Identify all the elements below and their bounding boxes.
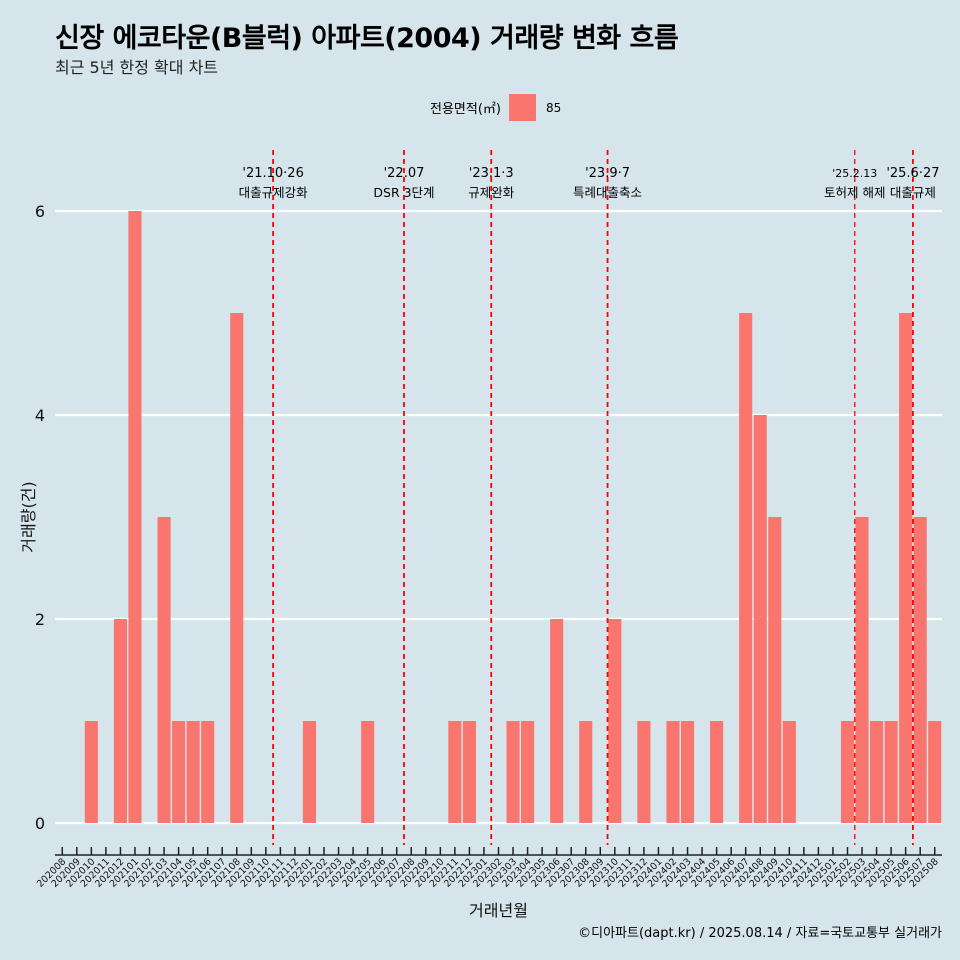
event-date-label: '23.1·3 bbox=[469, 166, 514, 181]
y-tick-label: 4 bbox=[35, 406, 45, 425]
event-name-label: 대출규제강화 bbox=[239, 185, 309, 200]
bar bbox=[739, 313, 753, 823]
source-caption: ©디아파트(dapt.kr) / 2025.08.14 / 자료=국토교통부 실… bbox=[578, 926, 942, 941]
bar bbox=[128, 211, 142, 823]
event-date-label: '22.07 bbox=[384, 166, 425, 181]
bar bbox=[172, 721, 186, 823]
chart-title: 신장 에코타운(B블럭) 아파트(2004) 거래량 변화 흐름 bbox=[55, 23, 679, 54]
legend-label: 85 bbox=[545, 100, 562, 115]
bar bbox=[753, 415, 767, 823]
bar bbox=[579, 721, 593, 823]
bar bbox=[666, 721, 680, 823]
event-name-label: DSR 3단계 bbox=[373, 185, 434, 200]
chart-subtitle: 최근 5년 한정 확대 차트 bbox=[55, 58, 219, 77]
event-name-label: 대출규제 bbox=[890, 185, 936, 200]
y-tick-label: 6 bbox=[35, 202, 45, 221]
bar bbox=[506, 721, 520, 823]
bar bbox=[710, 721, 724, 823]
event-name-label: 특례대출축소 bbox=[573, 185, 642, 200]
bar bbox=[84, 721, 98, 823]
event-date-label: '25.2.13 bbox=[832, 167, 877, 180]
bar bbox=[899, 313, 913, 823]
bar bbox=[113, 619, 127, 823]
bar bbox=[201, 721, 215, 823]
bar bbox=[928, 721, 942, 823]
bar bbox=[302, 721, 317, 823]
bar bbox=[680, 721, 695, 823]
event-date-label: '25.6·27 bbox=[886, 166, 939, 181]
bar bbox=[521, 721, 535, 823]
event-name-label: 규제완화 bbox=[468, 185, 515, 200]
bar bbox=[840, 721, 855, 823]
bar bbox=[361, 721, 375, 823]
bar bbox=[870, 721, 884, 823]
legend-title: 전용면적(㎡) bbox=[430, 102, 501, 117]
x-axis-title: 거래년월 bbox=[469, 901, 528, 920]
bar bbox=[884, 721, 898, 823]
bar bbox=[550, 619, 564, 823]
bar bbox=[855, 517, 869, 823]
legend: 전용면적(㎡) 85 bbox=[430, 94, 561, 121]
bar bbox=[608, 619, 622, 823]
bar bbox=[157, 517, 171, 823]
bar bbox=[782, 721, 796, 823]
event-date-label: '21.10·26 bbox=[242, 166, 303, 181]
y-tick-label: 2 bbox=[35, 610, 45, 629]
event-name-label: 토허제 해제 bbox=[824, 185, 885, 200]
bar bbox=[186, 721, 200, 823]
bar bbox=[462, 721, 476, 823]
bar bbox=[913, 517, 927, 823]
event-date-label: '23.9·7 bbox=[585, 166, 630, 181]
bar bbox=[448, 721, 462, 823]
legend-key bbox=[508, 94, 536, 121]
bar bbox=[637, 721, 651, 823]
y-tick-label: 0 bbox=[35, 814, 45, 833]
y-axis-title: 거래량(건) bbox=[19, 481, 38, 552]
bar bbox=[230, 313, 244, 823]
bar bbox=[768, 517, 782, 823]
